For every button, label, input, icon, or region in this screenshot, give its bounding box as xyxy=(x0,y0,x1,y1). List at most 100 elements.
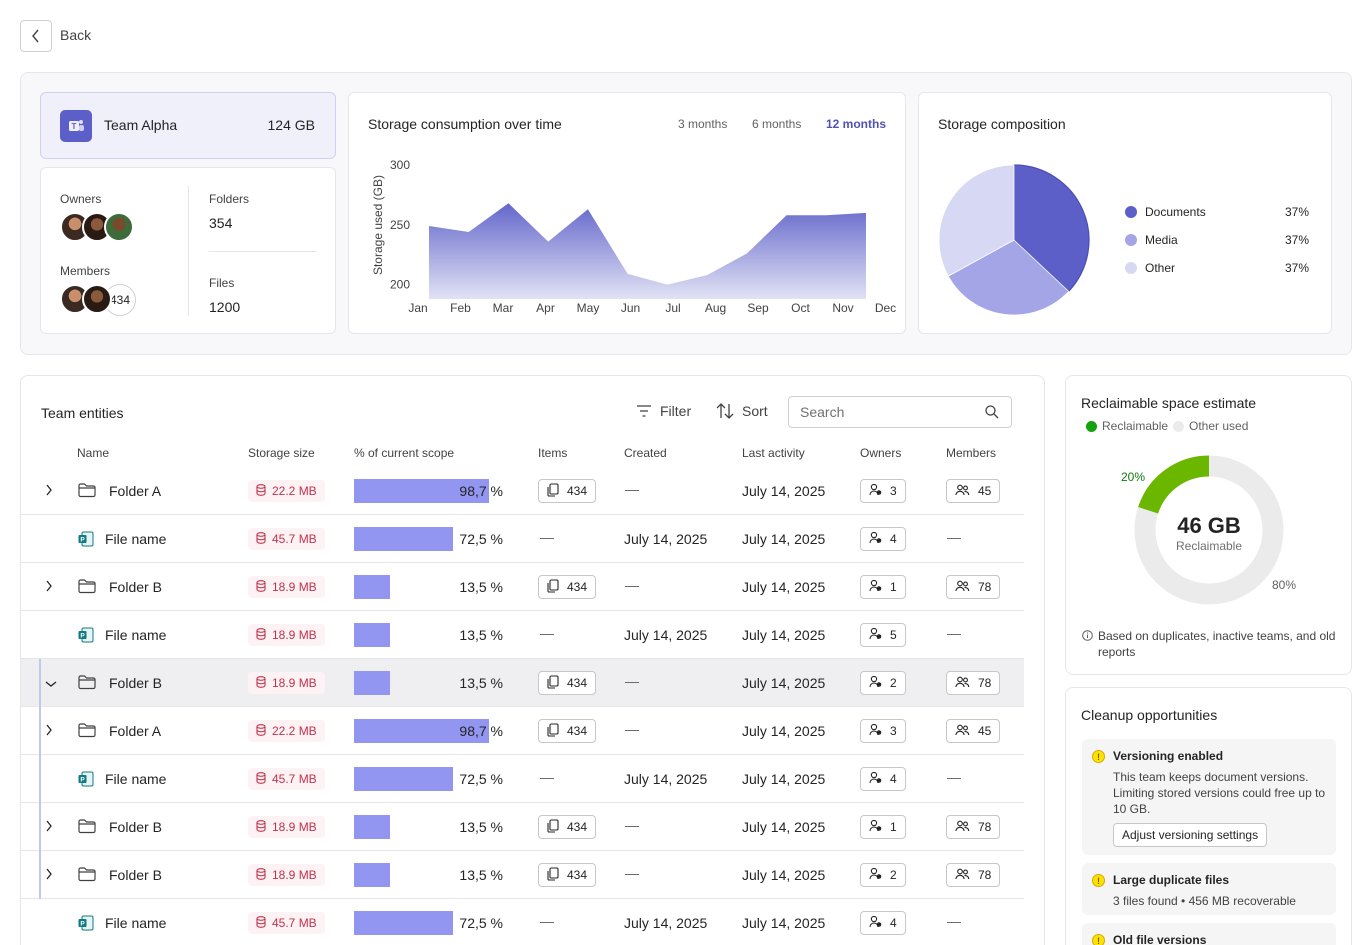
column-header-owners[interactable]: Owners xyxy=(860,446,902,460)
owners-pill[interactable]: 2 xyxy=(860,863,906,887)
members-value: 45 xyxy=(978,484,992,498)
copy-icon xyxy=(547,482,559,500)
scope-bar xyxy=(354,575,390,599)
items-pill[interactable]: 434 xyxy=(538,863,597,887)
column-header-created[interactable]: Created xyxy=(624,446,667,460)
owners-pill[interactable]: 3 xyxy=(860,479,906,503)
owners-pill[interactable]: 4 xyxy=(860,911,906,935)
members-pill[interactable]: 78 xyxy=(946,815,1001,839)
storage-size-badge: 18.9 MB xyxy=(248,672,325,694)
items-pill[interactable]: 434 xyxy=(538,815,597,839)
members-pill[interactable]: 78 xyxy=(946,863,1001,887)
items-pill[interactable]: 434 xyxy=(538,575,597,599)
items-pill[interactable]: 434 xyxy=(538,671,597,695)
owners-pill[interactable]: 1 xyxy=(860,815,906,839)
entity-name[interactable]: File name xyxy=(105,771,167,787)
entity-name[interactable]: Folder B xyxy=(109,867,162,883)
owners-pill[interactable]: 4 xyxy=(860,527,906,551)
chevron-right-icon[interactable] xyxy=(45,819,53,835)
owners-avatars[interactable] xyxy=(60,212,134,242)
entity-name[interactable]: File name xyxy=(105,531,167,547)
column-header-items[interactable]: Items xyxy=(538,446,568,460)
database-icon xyxy=(256,915,266,931)
entity-name[interactable]: File name xyxy=(105,915,167,931)
person-icon xyxy=(869,531,882,547)
owners-pill[interactable]: 3 xyxy=(860,719,906,743)
range-tab-12-months[interactable]: 12 months xyxy=(826,117,887,131)
owners-value: 3 xyxy=(890,484,897,498)
storage-size-badge: 45.7 MB xyxy=(248,912,325,934)
members-value: — xyxy=(947,913,961,929)
owners-pill[interactable]: 2 xyxy=(860,671,906,695)
legend-item-reclaimable: Reclaimable xyxy=(1086,419,1168,433)
items-pill[interactable]: 434 xyxy=(538,479,597,503)
sort-button[interactable]: Sort xyxy=(716,403,768,419)
entity-name[interactable]: Folder A xyxy=(109,483,162,499)
owners-pill[interactable]: 5 xyxy=(860,623,906,647)
chevron-right-icon[interactable] xyxy=(45,483,53,499)
chevron-down-icon[interactable] xyxy=(45,675,57,691)
filter-button[interactable]: Filter xyxy=(636,403,691,419)
table-row[interactable]: Folder A 22.2 MB 98,7 % 434 — July 14, 2025 3 4… xyxy=(21,707,1024,755)
chevron-right-icon[interactable] xyxy=(45,723,53,739)
scope-percent: 13,5 % xyxy=(459,579,503,595)
owners-pill[interactable]: 1 xyxy=(860,575,906,599)
avatar xyxy=(82,284,112,314)
created-value: — xyxy=(625,817,639,833)
items-value: — xyxy=(540,769,554,785)
table-row[interactable]: Folder A 22.2 MB 98,7 % 434 — July 14, 2025 3 4… xyxy=(21,467,1024,515)
database-icon xyxy=(256,531,266,547)
back-button[interactable] xyxy=(20,20,52,52)
table-row[interactable]: Folder B 18.9 MB 13,5 % 434 — July 14, 2025 2 7… xyxy=(21,659,1024,707)
reclaim-title: Reclaimable space estimate xyxy=(1081,395,1257,411)
table-row[interactable]: P File name 45.7 MB 72,5 % — July 14, 2025 Jul… xyxy=(21,755,1024,803)
storage-size-badge: 18.9 MB xyxy=(248,816,325,838)
entity-name[interactable]: Folder B xyxy=(109,675,162,691)
members-pill[interactable]: 45 xyxy=(946,479,1001,503)
svg-text:P: P xyxy=(80,777,85,784)
entity-name[interactable]: Folder B xyxy=(109,819,162,835)
donut-label-other-pct: 80% xyxy=(1272,578,1296,592)
column-header-name[interactable]: Name xyxy=(77,446,110,460)
chevron-right-icon[interactable] xyxy=(45,867,53,883)
column-header-storage-size[interactable]: Storage size xyxy=(248,446,315,460)
folder-icon xyxy=(78,866,96,885)
chevron-right-icon[interactable] xyxy=(45,579,53,595)
database-icon xyxy=(256,675,266,691)
search-box[interactable] xyxy=(788,396,1012,428)
entity-name[interactable]: Folder B xyxy=(109,579,162,595)
cleanup-item-desc: 3 files found • 456 MB recoverable xyxy=(1113,894,1296,908)
storage-size-value: 45.7 MB xyxy=(272,916,317,930)
table-row[interactable]: P File name 45.7 MB 72,5 % — July 14, 2025 Jul… xyxy=(21,515,1024,563)
column-header-last-activity[interactable]: Last activity xyxy=(742,446,805,460)
members-pill[interactable]: 78 xyxy=(946,671,1001,695)
members-avatars[interactable]: 434 xyxy=(60,284,136,316)
entity-name[interactable]: Folder A xyxy=(109,723,162,739)
adjust-versioning-button[interactable]: Adjust versioning settings xyxy=(1113,823,1268,847)
last-activity-value: July 14, 2025 xyxy=(742,819,826,835)
table-row[interactable]: P File name 18.9 MB 13,5 % — July 14, 2025 Jul… xyxy=(21,611,1024,659)
table-row[interactable]: P File name 45.7 MB 72,5 % — July 14, 2025 Jul… xyxy=(21,899,1024,945)
storage-size-badge: 45.7 MB xyxy=(248,768,325,790)
donut-label-reclaimable-pct: 20% xyxy=(1121,470,1145,484)
range-tab-3-months[interactable]: 3 months xyxy=(678,117,728,131)
column-header-scope[interactable]: % of current scope xyxy=(354,446,455,460)
entity-name[interactable]: File name xyxy=(105,627,167,643)
y-tick-label: 300 xyxy=(390,158,410,172)
members-pill[interactable]: 45 xyxy=(946,719,1001,743)
table-row[interactable]: Folder B 18.9 MB 13,5 % 434 — July 14, 2025 2 7… xyxy=(21,851,1024,899)
items-pill[interactable]: 434 xyxy=(538,719,597,743)
owners-pill[interactable]: 4 xyxy=(860,767,906,791)
table-row[interactable]: Folder B 18.9 MB 13,5 % 434 — July 14, 2025 1 7… xyxy=(21,563,1024,611)
table-row[interactable]: Folder B 18.9 MB 13,5 % 434 — July 14, 2025 1 7… xyxy=(21,803,1024,851)
legend-pct: 37% xyxy=(1284,205,1309,219)
column-header-members[interactable]: Members xyxy=(946,446,997,460)
back-label[interactable]: Back xyxy=(60,27,92,43)
search-input[interactable] xyxy=(800,404,980,420)
storage-size-value: 18.9 MB xyxy=(272,820,317,834)
cleanup-item-versioning: ! Versioning enabled This team keeps doc… xyxy=(1082,739,1336,855)
search-icon[interactable] xyxy=(985,405,999,419)
range-tab-6-months[interactable]: 6 months xyxy=(752,117,802,131)
members-pill[interactable]: 78 xyxy=(946,575,1001,599)
folder-icon xyxy=(78,818,96,837)
